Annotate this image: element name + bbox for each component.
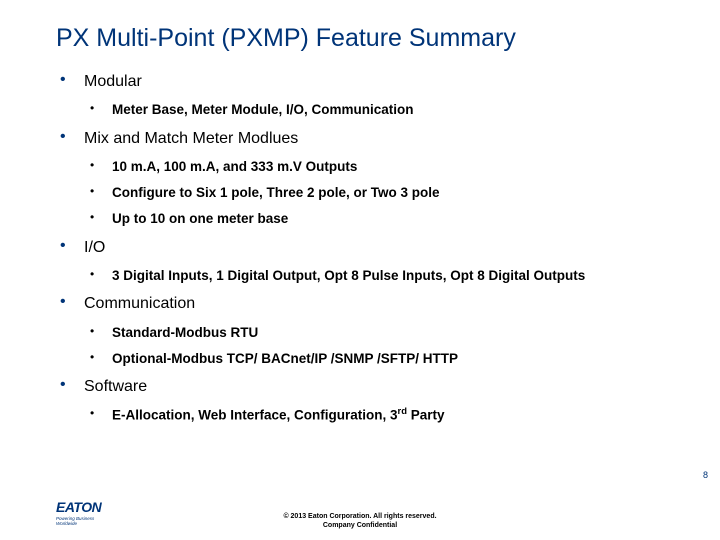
bullet-text: Software (84, 376, 664, 398)
list-item: Mix and Match Meter Modlues 10 m.A, 100 … (56, 128, 664, 229)
sub-text: Standard-Modbus RTU (112, 324, 664, 342)
sub-text: Configure to Six 1 pole, Three 2 pole, o… (112, 184, 664, 202)
bullet-text: Communication (84, 293, 664, 315)
sub-list: 3 Digital Inputs, 1 Digital Output, Opt … (84, 267, 664, 285)
sub-text: 10 m.A, 100 m.A, and 333 m.V Outputs (112, 158, 664, 176)
slide-footer: © 2013 Eaton Corporation. All rights res… (0, 513, 720, 530)
sub-item: Up to 10 on one meter base (84, 210, 664, 228)
sub-text: 3 Digital Inputs, 1 Digital Output, Opt … (112, 267, 664, 285)
sub-text: E-Allocation, Web Interface, Configurati… (112, 406, 664, 425)
sub-item: Configure to Six 1 pole, Three 2 pole, o… (84, 184, 664, 202)
sub-item: Standard-Modbus RTU (84, 324, 664, 342)
bullet-list: Modular Meter Base, Meter Module, I/O, C… (56, 71, 664, 425)
bullet-text: I/O (84, 237, 664, 259)
sub-text: Meter Base, Meter Module, I/O, Communica… (112, 101, 664, 119)
list-item: Communication Standard-Modbus RTU Option… (56, 293, 664, 368)
page-number: 8 (703, 470, 708, 480)
slide-title: PX Multi-Point (PXMP) Feature Summary (56, 24, 664, 53)
bullet-text: Modular (84, 71, 664, 93)
sub-item: Meter Base, Meter Module, I/O, Communica… (84, 101, 664, 119)
list-item: Modular Meter Base, Meter Module, I/O, C… (56, 71, 664, 120)
list-item: I/O 3 Digital Inputs, 1 Digital Output, … (56, 237, 664, 286)
bullet-text: Mix and Match Meter Modlues (84, 128, 664, 150)
sub-list: Standard-Modbus RTU Optional-Modbus TCP/… (84, 324, 664, 368)
sub-item: 3 Digital Inputs, 1 Digital Output, Opt … (84, 267, 664, 285)
sub-text: Up to 10 on one meter base (112, 210, 664, 228)
sub-list: E-Allocation, Web Interface, Configurati… (84, 406, 664, 425)
footer-copyright: © 2013 Eaton Corporation. All rights res… (0, 513, 720, 521)
sub-list: 10 m.A, 100 m.A, and 333 m.V Outputs Con… (84, 158, 664, 229)
sub-text: Optional-Modbus TCP/ BACnet/IP /SNMP /SF… (112, 350, 664, 368)
sub-item: Optional-Modbus TCP/ BACnet/IP /SNMP /SF… (84, 350, 664, 368)
sub-list: Meter Base, Meter Module, I/O, Communica… (84, 101, 664, 119)
footer-confidential: Company Confidential (0, 522, 720, 530)
sub-item: 10 m.A, 100 m.A, and 333 m.V Outputs (84, 158, 664, 176)
slide: PX Multi-Point (PXMP) Feature Summary Mo… (0, 0, 720, 540)
list-item: Software E-Allocation, Web Interface, Co… (56, 376, 664, 425)
sub-item: E-Allocation, Web Interface, Configurati… (84, 406, 664, 425)
